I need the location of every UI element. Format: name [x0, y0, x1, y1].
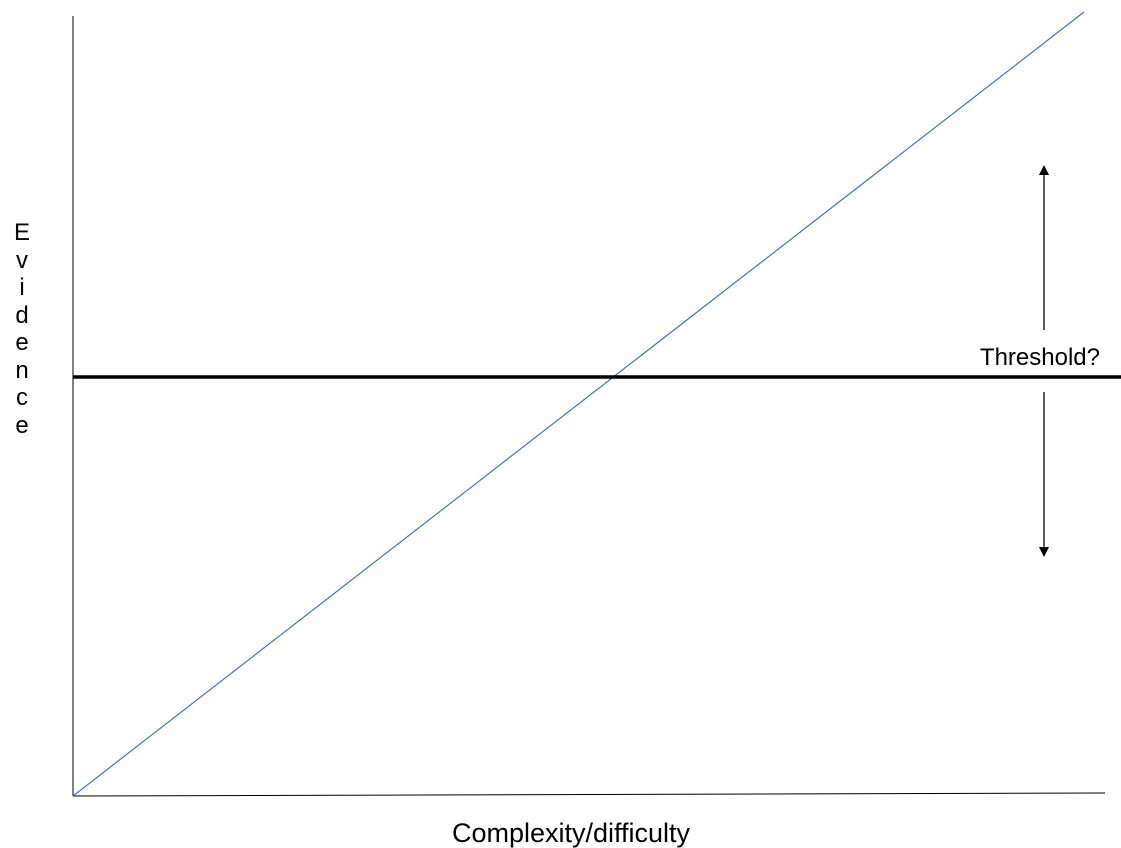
- y-axis-label-letter: n: [15, 356, 29, 384]
- threshold-label: Threshold?: [980, 344, 1100, 371]
- diagonal-line: [72, 11, 1085, 797]
- y-axis-label-letter: i: [19, 274, 25, 301]
- y-axis-label-letter: E: [13, 219, 30, 246]
- x-axis-line: [72, 792, 1106, 797]
- y-axis-label-letter: d: [15, 301, 29, 329]
- y-axis-label-letter: e: [15, 411, 29, 439]
- x-axis-label: Complexity/difficulty: [452, 818, 691, 848]
- y-axis-label-letter: e: [15, 329, 29, 356]
- y-axis-label-letter: v: [16, 246, 28, 274]
- y-axis-label-letter: c: [16, 384, 28, 411]
